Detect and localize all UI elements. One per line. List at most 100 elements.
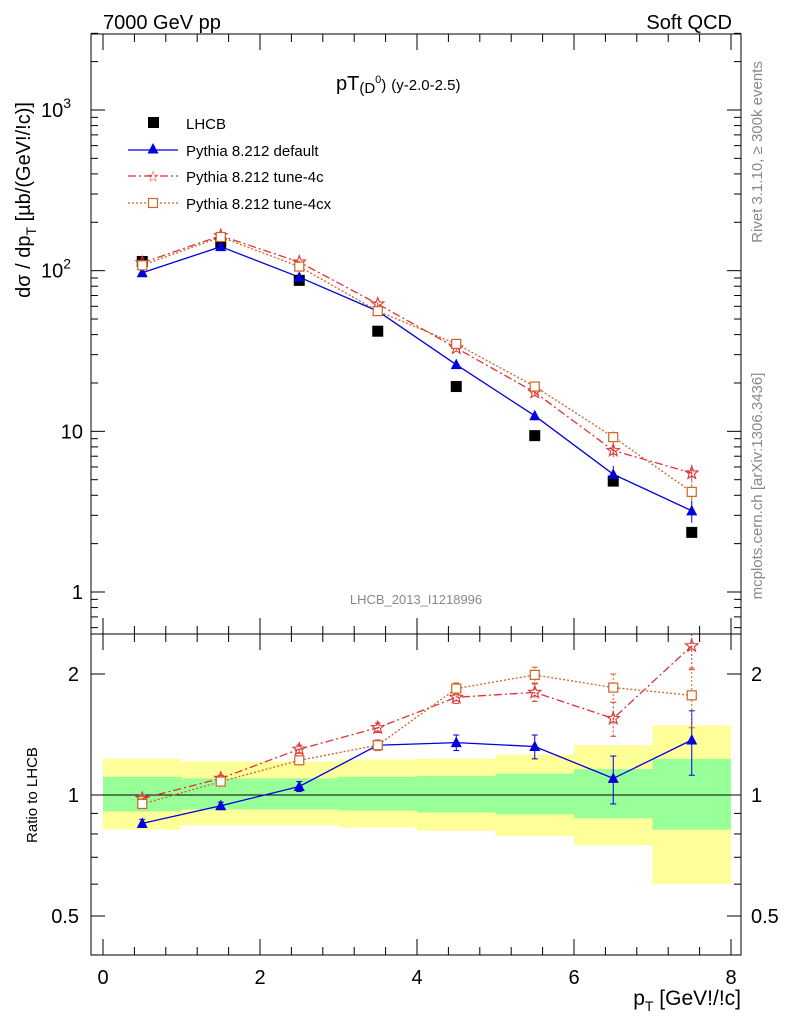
legend-entry-tune4cx: Pythia 8.212 tune-4cx <box>128 196 332 213</box>
main-ytick-label: 102 <box>41 256 71 283</box>
ratio-point-tune4cx <box>608 682 619 693</box>
main-point-tune4cx <box>137 260 148 271</box>
legend: LHCB Pythia 8.212 default ☆ Pythia 8.212… <box>128 116 332 213</box>
ratio-ytick-label-left: 2 <box>68 664 79 686</box>
ratio-plot-frame <box>90 633 742 956</box>
legend-entry-tune4c: ☆ Pythia 8.212 tune-4c <box>128 168 324 186</box>
main-point-tune4cx <box>372 306 383 317</box>
rivet-label: Rivet 3.1.10, ≥ 300k events <box>749 61 766 243</box>
ratio-line-default <box>142 739 693 825</box>
main-line-tune4c <box>142 235 692 474</box>
ratio-point-default <box>215 799 227 811</box>
main-point-tune4cx <box>608 432 619 443</box>
header-right: Soft QCD <box>646 12 732 34</box>
main-ytick-label: 103 <box>41 95 71 122</box>
ratio-point-default <box>136 817 148 828</box>
legend-marker-tune4cx <box>147 197 159 209</box>
ratio-xtick-label: 4 <box>411 967 422 989</box>
main-point-data <box>450 381 462 393</box>
legend-label-tune4cx: Pythia 8.212 tune-4cx <box>186 196 332 213</box>
main-point-tune4c <box>684 464 700 480</box>
ratio-ytick-label-right: 1 <box>751 785 762 807</box>
ratio-series-lines <box>142 645 693 825</box>
ratio-point-default <box>686 734 698 745</box>
main-point-data <box>529 430 541 442</box>
ratio-point-tune4cx <box>294 755 305 766</box>
legend-marker-tune4c: ☆ <box>146 168 159 186</box>
ratio-xtick-label: 6 <box>568 967 579 989</box>
ytick-base: 10 <box>41 100 63 122</box>
title-extra: (y-2.0-2.5) <box>391 77 460 94</box>
main-point-tune4cx <box>686 486 697 497</box>
ytick-exp: 2 <box>63 256 71 272</box>
main-line-default <box>142 246 693 512</box>
xlabel-b: [GeV!/!c] <box>653 987 741 1010</box>
legend-label-default: Pythia 8.212 default <box>186 143 319 160</box>
title-close: ) <box>381 77 386 94</box>
main-point-default <box>450 358 462 370</box>
ratio-point-tune4c <box>448 689 464 704</box>
ratio-uncertainty-bands <box>103 725 731 885</box>
ratio-markers <box>134 637 700 828</box>
ratio-xtick-label: 0 <box>97 967 108 989</box>
main-point-tune4c <box>605 442 621 458</box>
ylabel-b: [µb/(GeV!/!c)] <box>13 102 35 227</box>
ratio-point-tune4c <box>291 741 307 756</box>
analysis-watermark: LHCB_2013_I1218996 <box>350 592 482 607</box>
ratio-ylabel: Ratio to LHCB <box>24 747 41 843</box>
ratio-point-tune4cx <box>686 690 697 701</box>
legend-label-data: LHCB <box>186 116 226 133</box>
main-ytick-label: 10 <box>61 421 83 443</box>
title-sup: 0 <box>375 74 381 86</box>
ratio-ytick-label-right: 0.5 <box>751 906 779 928</box>
xlabel-a: p <box>633 987 645 1010</box>
ratio-point-default <box>529 740 541 752</box>
legend-entry-data: LHCB <box>148 116 226 133</box>
main-title: pT(D0) (y-2.0-2.5) <box>336 73 460 97</box>
main-ytick-label: 1 <box>72 582 83 604</box>
ratio-axis-ticks: 0.5 0.5 1 1 2 2 0 2 4 6 8 <box>51 634 779 989</box>
main-point-data <box>607 475 619 487</box>
legend-label-tune4c: Pythia 8.212 tune-4c <box>186 169 324 186</box>
title-sub: (D <box>359 80 375 97</box>
ratio-panel: 0.5 0.5 1 1 2 2 0 2 4 6 8 Ratio to LHCB pT [GeV!/!… <box>24 633 779 1014</box>
ratio-ytick-label-left: 1 <box>68 785 79 807</box>
main-ylabel: dσ / dpT [µb/(GeV!/!c)] <box>13 102 39 298</box>
ylabel-sub: T <box>23 227 39 236</box>
ratio-xtick-label: 2 <box>254 967 265 989</box>
xlabel-sub: T <box>645 998 654 1014</box>
ratio-point-default <box>293 780 305 791</box>
main-series-lines <box>142 235 693 512</box>
header-left: 7000 GeV pp <box>103 12 221 34</box>
ratio-point-tune4cx <box>529 669 540 680</box>
ratio-point-tune4c <box>684 637 700 653</box>
title-main: pT <box>336 73 359 95</box>
ratio-band-inner <box>495 773 574 815</box>
ytick-exp: 3 <box>63 95 71 111</box>
legend-marker-default <box>147 143 159 154</box>
ratio-point-tune4cx <box>451 683 462 694</box>
ratio-point-tune4cx <box>372 740 383 751</box>
ratio-band-inner <box>417 775 496 813</box>
main-point-default <box>529 409 541 421</box>
ratio-point-tune4cx <box>215 776 226 787</box>
ratio-ytick-label-right: 2 <box>751 664 762 686</box>
main-point-tune4cx <box>529 381 540 392</box>
main-line-tune4cx <box>142 236 693 493</box>
main-markers <box>134 227 700 538</box>
main-point-tune4cx <box>451 338 462 350</box>
ratio-point-tune4c <box>370 719 386 735</box>
ratio-line-tune4cx <box>142 674 692 805</box>
main-point-default <box>215 240 227 252</box>
legend-marker-data <box>148 117 159 128</box>
ratio-point-default <box>607 772 619 783</box>
mcplots-label: mcplots.cern.ch [arXiv:1306.3436] <box>749 373 766 600</box>
ytick-base: 10 <box>41 261 63 283</box>
ratio-xlabel: pT [GeV!/!c] <box>633 987 741 1014</box>
legend-entry-default: Pythia 8.212 default <box>128 143 319 160</box>
main-point-default <box>136 266 148 278</box>
ratio-line-tune4c <box>142 645 693 800</box>
